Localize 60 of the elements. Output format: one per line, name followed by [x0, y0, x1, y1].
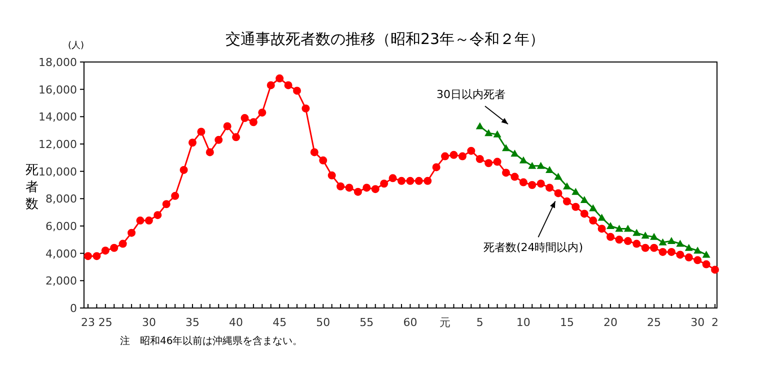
point: [598, 214, 606, 221]
y-tick-label: 16,000: [38, 83, 77, 96]
y-tick-label: 0: [70, 302, 77, 315]
point: [589, 204, 598, 212]
y-tick-label: 10,000: [38, 165, 77, 178]
chart-title: 交通事故死者数の推移（昭和23年～令和２年）: [225, 30, 545, 48]
x-tick-label: 25: [98, 316, 112, 329]
point: [650, 232, 658, 240]
x-tick-label: 23: [81, 316, 95, 329]
y-tick-label: 6,000: [46, 220, 77, 233]
y-tick-label: 4,000: [46, 247, 77, 260]
y-tick-label: 2,000: [46, 274, 77, 288]
x-tick-label: 15: [560, 316, 574, 329]
x-tick-label: 30: [142, 316, 156, 329]
x-tick-label: 60: [403, 316, 418, 329]
x-tick-label: 10: [516, 316, 530, 329]
series-label: 死者数(24時間以内): [483, 241, 584, 254]
point: [528, 162, 536, 169]
point: [554, 172, 562, 180]
y-tick-label: 12,000: [38, 138, 77, 151]
point: [667, 237, 676, 244]
x-tick-label: 元: [440, 316, 451, 329]
text: 30日以内死者: [436, 88, 506, 102]
point: [694, 246, 702, 254]
point: [476, 122, 484, 130]
x-tick-label: 20: [604, 316, 618, 329]
x-tick-label: 40: [229, 316, 244, 329]
point: [536, 162, 545, 169]
x-tick-label: 30: [690, 316, 705, 329]
point: [684, 244, 693, 251]
point: [510, 150, 519, 157]
y-tick-label: 18,000: [38, 56, 77, 69]
point: [624, 224, 632, 232]
x-tick-label: 5: [476, 316, 484, 329]
point: [702, 250, 710, 258]
y-tick-label: 14,000: [38, 110, 77, 124]
y-axis-title: 死者数: [26, 163, 38, 212]
point: [641, 232, 650, 239]
y-tick-label: 8,000: [46, 192, 77, 206]
point: [572, 188, 580, 195]
text: (人): [68, 40, 84, 51]
point: [562, 182, 571, 190]
point: [519, 156, 528, 164]
x-tick-label: 2: [712, 316, 718, 329]
point: [615, 224, 624, 232]
x-tick-label: 55: [360, 316, 374, 329]
point: [493, 130, 502, 138]
x-tick-label: 45: [272, 316, 287, 329]
point: [632, 228, 641, 236]
x-tick-label: 35: [186, 316, 200, 329]
point: [580, 196, 588, 204]
point: [676, 240, 684, 247]
point: [502, 144, 510, 152]
point: [546, 166, 554, 173]
point: [606, 222, 614, 229]
point: [658, 238, 667, 246]
point: [484, 129, 493, 136]
x-tick-label: 50: [316, 316, 330, 329]
text: 注 昭和46年以前は沖縄県を含まない。: [120, 335, 303, 347]
x-tick-label: 25: [647, 316, 662, 329]
